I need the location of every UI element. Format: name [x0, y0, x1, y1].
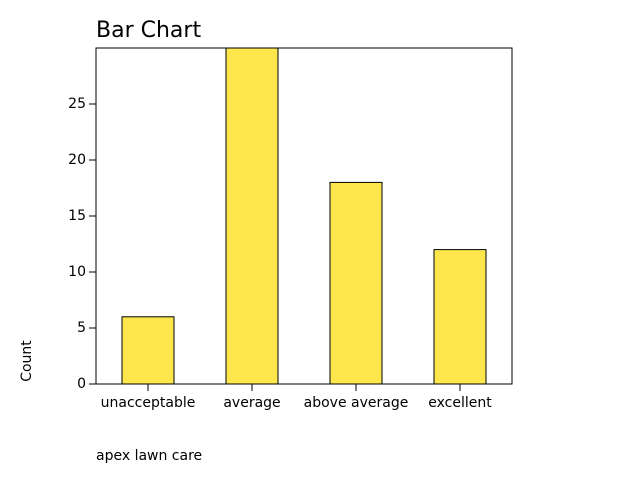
bar	[433, 249, 487, 385]
x-tick-label: excellent	[428, 395, 492, 411]
y-axis-label: Count	[19, 340, 35, 382]
y-tick-label: 0	[77, 376, 86, 392]
bar	[225, 47, 279, 385]
x-axis-label: apex lawn care	[96, 448, 202, 464]
y-tick-label: 20	[68, 152, 86, 168]
chart-title: Bar Chart	[96, 18, 201, 43]
y-tick-label: 25	[68, 96, 86, 112]
y-tick-label: 5	[77, 320, 86, 336]
y-tick-label: 15	[68, 208, 86, 224]
bar	[329, 181, 383, 385]
bar	[121, 316, 175, 385]
y-tick-label: 10	[68, 264, 86, 280]
x-tick-label: above average	[304, 395, 409, 411]
x-tick-label: unacceptable	[101, 395, 196, 411]
x-tick-label: average	[223, 395, 280, 411]
